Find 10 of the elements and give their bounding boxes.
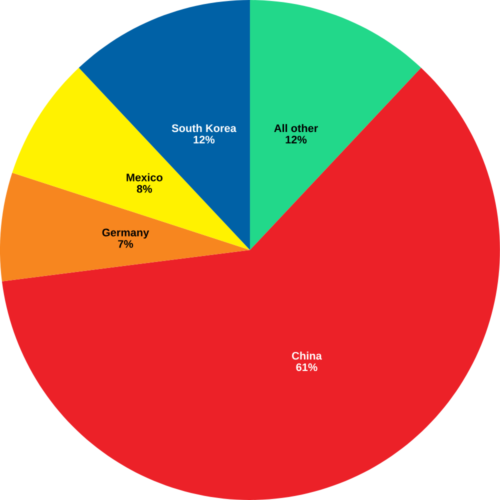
data-label: 7% <box>118 240 134 248</box>
data-label: 12% <box>286 136 307 144</box>
data-label: 8% <box>136 185 152 193</box>
slice-label: Germany <box>102 228 150 239</box>
slice-label: China <box>292 352 322 360</box>
slice-label: All other <box>274 124 318 132</box>
data-label: 12% <box>194 136 215 144</box>
data-label: 61% <box>296 363 318 372</box>
slice-label: South Korea <box>172 124 236 132</box>
slice-label: Mexico <box>126 173 162 182</box>
